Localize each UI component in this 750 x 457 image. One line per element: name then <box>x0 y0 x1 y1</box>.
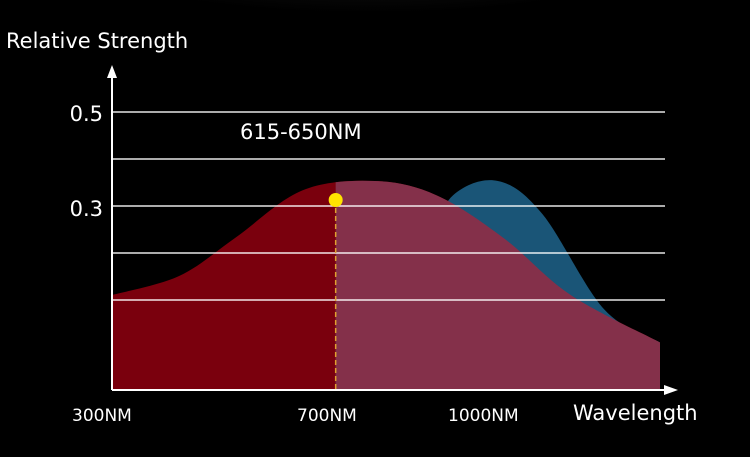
highlight-marker <box>328 193 343 207</box>
highlight-band-area <box>335 180 660 390</box>
y-tick-label: 0.3 <box>70 197 103 221</box>
x-tick-label: 700NM <box>297 406 357 426</box>
y-tick-label: 0.5 <box>70 102 103 126</box>
x-tick-label: 300NM <box>72 406 132 426</box>
y-axis-arrow <box>107 65 117 78</box>
x-axis-label: Wavelength <box>573 401 698 425</box>
highlight-annotation: 615-650NM <box>240 120 362 144</box>
y-axis-label: Relative Strength <box>6 29 188 53</box>
x-axis-arrow <box>664 385 678 395</box>
x-tick-label: 1000NM <box>448 406 519 426</box>
background-glow <box>90 0 650 65</box>
